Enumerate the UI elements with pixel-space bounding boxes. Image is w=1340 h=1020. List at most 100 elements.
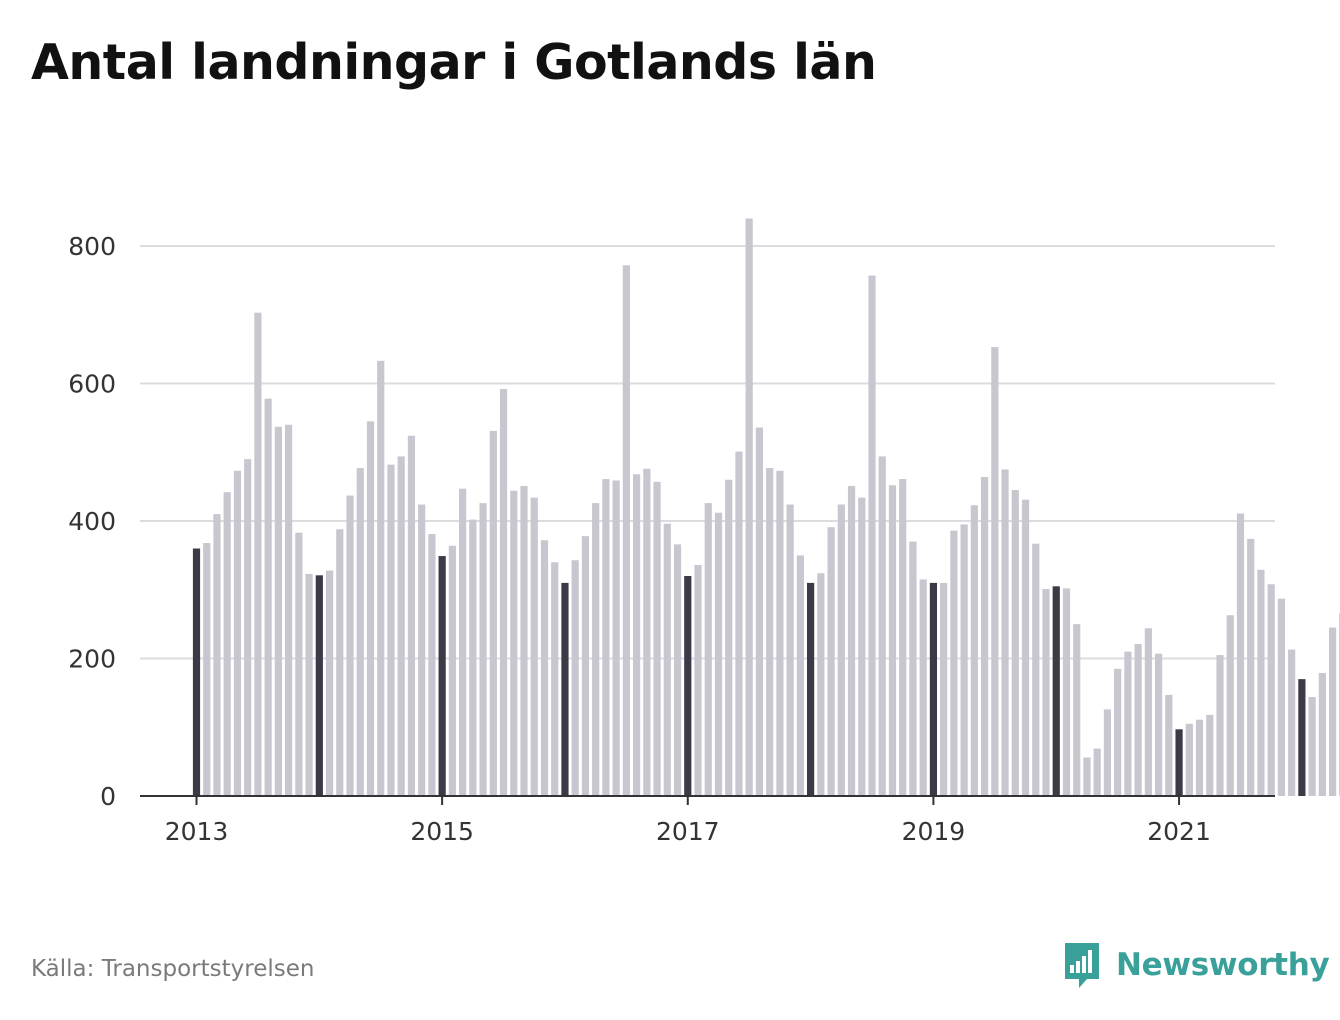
bar bbox=[970, 505, 978, 796]
bar bbox=[469, 519, 477, 797]
bar bbox=[776, 470, 784, 796]
bar bbox=[551, 562, 559, 796]
bar bbox=[1144, 628, 1152, 796]
bar bbox=[510, 490, 518, 796]
bar bbox=[745, 218, 753, 796]
bar bbox=[418, 504, 426, 796]
bar bbox=[192, 548, 201, 796]
bar bbox=[950, 530, 958, 797]
bar bbox=[561, 582, 569, 797]
bar bbox=[1175, 729, 1183, 796]
bar bbox=[315, 575, 323, 796]
bar bbox=[366, 421, 375, 796]
bar bbox=[929, 582, 938, 797]
bar bbox=[817, 573, 825, 796]
bar bbox=[387, 464, 395, 797]
bar bbox=[1021, 499, 1030, 796]
y-tick-label: 200 bbox=[68, 645, 116, 674]
bar bbox=[653, 481, 661, 796]
bar bbox=[1062, 588, 1071, 797]
bar bbox=[1154, 653, 1163, 796]
bar bbox=[1134, 644, 1142, 796]
bar bbox=[346, 495, 354, 796]
bar bbox=[581, 536, 590, 797]
bar bbox=[499, 389, 508, 796]
bar bbox=[909, 541, 917, 797]
bar bbox=[766, 468, 774, 796]
bar bbox=[612, 480, 620, 796]
bar bbox=[684, 576, 692, 796]
bar bbox=[878, 456, 886, 797]
bar bbox=[530, 497, 538, 797]
bar bbox=[919, 579, 927, 796]
bar bbox=[274, 426, 282, 796]
bar bbox=[796, 555, 804, 797]
bar bbox=[325, 570, 334, 796]
bar bbox=[407, 435, 416, 796]
bar bbox=[1124, 651, 1132, 797]
bar bbox=[888, 485, 897, 796]
bar bbox=[592, 503, 600, 797]
bar bbox=[980, 477, 989, 796]
bar bbox=[858, 497, 866, 797]
bar bbox=[336, 529, 344, 796]
bar bbox=[847, 485, 856, 796]
bar bbox=[602, 479, 610, 796]
bar bbox=[428, 534, 436, 796]
bar bbox=[643, 468, 651, 796]
bar bbox=[837, 504, 845, 796]
y-tick-label: 400 bbox=[68, 507, 116, 536]
bar bbox=[786, 504, 794, 796]
bar bbox=[540, 540, 549, 796]
bar bbox=[899, 479, 907, 796]
x-tick-label: 2021 bbox=[1147, 817, 1211, 846]
bar bbox=[663, 523, 671, 796]
bar bbox=[868, 275, 876, 796]
bar bbox=[1308, 697, 1316, 796]
bar bbox=[1165, 694, 1173, 796]
bar bbox=[1206, 714, 1214, 797]
bar bbox=[1257, 569, 1265, 796]
bar bbox=[940, 582, 948, 797]
bar bbox=[479, 503, 487, 797]
bar bbox=[1042, 589, 1050, 796]
bar bbox=[1103, 709, 1112, 797]
bar bbox=[1216, 655, 1224, 796]
bar bbox=[1032, 543, 1040, 796]
bar bbox=[1052, 586, 1060, 796]
bar bbox=[1236, 513, 1245, 796]
bar bbox=[213, 514, 221, 797]
bar bbox=[377, 360, 385, 796]
bar bbox=[694, 565, 702, 796]
y-axis: 0 200 400 600 800 bbox=[68, 232, 116, 811]
bar bbox=[295, 532, 303, 796]
y-tick-label: 800 bbox=[68, 232, 116, 261]
bar bbox=[1318, 672, 1326, 796]
bar bbox=[960, 524, 968, 796]
bar bbox=[305, 573, 313, 796]
bar bbox=[633, 474, 641, 796]
bar bbox=[254, 312, 262, 796]
bar bbox=[1247, 538, 1255, 797]
bar bbox=[1288, 649, 1296, 796]
bar bbox=[397, 456, 405, 797]
bar bbox=[755, 427, 764, 796]
bar bbox=[203, 543, 211, 796]
bar bbox=[448, 545, 456, 796]
bar bbox=[714, 512, 723, 796]
bar bbox=[1328, 627, 1337, 796]
bar bbox=[264, 398, 272, 797]
x-tick-label: 2017 bbox=[656, 817, 720, 846]
newsworthy-brand[interactable]: Newsworthy bbox=[1062, 940, 1330, 990]
source-note: Källa: Transportstyrelsen bbox=[31, 956, 315, 982]
bar bbox=[520, 485, 528, 796]
x-tick-label: 2015 bbox=[410, 817, 474, 846]
x-axis: 201320152017201920212023 bbox=[140, 795, 1275, 846]
bar bbox=[673, 544, 682, 797]
bar bbox=[1267, 584, 1275, 796]
bar bbox=[735, 451, 743, 796]
bar bbox=[1093, 748, 1101, 796]
bar bbox=[1195, 719, 1204, 796]
bar bbox=[244, 459, 252, 797]
